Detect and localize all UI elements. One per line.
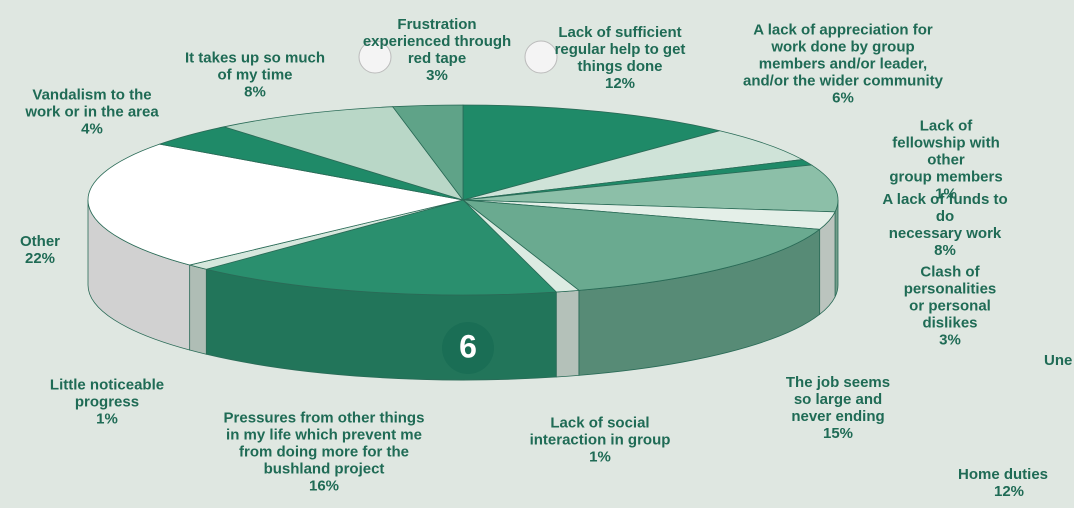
percent: 15% — [822, 425, 854, 442]
slice-side — [555, 289, 580, 378]
percent: 1% — [96, 410, 118, 428]
slice-label: Vandalism to the work or in the area 4% — [25, 87, 158, 138]
percent: 6% — [832, 89, 854, 107]
slice-side — [834, 199, 839, 298]
category: A lack of funds to do necessary work — [882, 191, 1008, 242]
slice — [206, 199, 558, 296]
slice — [87, 143, 464, 266]
slice — [462, 164, 839, 213]
slice-label: Frustration experienced through red tape… — [363, 16, 511, 84]
category: Pressures from other things in my life w… — [223, 409, 425, 478]
category: A lack of appreciation for work done by … — [742, 21, 944, 90]
percent: 22% — [24, 250, 56, 267]
slice-label: Lack of social interaction in group 1% — [530, 415, 671, 466]
slice — [391, 104, 464, 202]
badge-number: 6 — [459, 328, 477, 364]
slice-side — [189, 264, 207, 355]
slice-label: Lack of sufficient regular help to get t… — [555, 24, 686, 92]
category: Other — [19, 233, 61, 250]
percent: 3% — [426, 67, 448, 84]
category: Lack of social interaction in group — [529, 414, 671, 449]
category: It takes up so much of my time — [184, 49, 326, 84]
slice-label: A lack of appreciation for work done by … — [743, 22, 943, 107]
slice-label: A lack of funds to do necessary work 8% — [881, 191, 1010, 259]
other-percent: 12% — [994, 483, 1025, 500]
badge — [442, 322, 494, 374]
punch-hole — [524, 40, 558, 74]
category: Clash of personalities or personal disli… — [903, 263, 997, 332]
category: Vandalism to the work or in the area — [25, 86, 159, 121]
percent: 12% — [604, 75, 636, 92]
category: The job seems so large and never ending — [785, 374, 891, 425]
slice — [223, 106, 465, 201]
slice-label: Pressures from other things in my life w… — [224, 410, 425, 495]
slice-label: Lack of fellowship with other group memb… — [882, 118, 1010, 203]
category: Little noticeable progress — [49, 376, 165, 411]
category: Frustration experienced through red tape — [362, 16, 512, 67]
other-label: Home duties — [958, 466, 1049, 483]
pie — [87, 104, 839, 381]
percent: 8% — [244, 83, 266, 101]
slice-label: Other 22% — [20, 233, 60, 267]
slice-label: Little noticeable progress 1% — [50, 377, 164, 428]
category: Lack of fellowship with other group memb… — [889, 117, 1003, 186]
slice-label: The job seems so large and never ending 1… — [786, 374, 890, 442]
slice — [462, 130, 804, 201]
slice-label: It takes up so much of my time 8% — [185, 50, 325, 101]
category: Lack of sufficient regular help to get t… — [554, 24, 686, 75]
percent: 1% — [935, 185, 957, 203]
cut-label: Une — [1044, 352, 1073, 369]
punch-hole — [358, 40, 392, 74]
percent: 16% — [308, 477, 340, 495]
slice-label: Clash of personalities or personal disli… — [888, 264, 1012, 349]
percent: 4% — [81, 120, 103, 138]
percent: 8% — [934, 242, 956, 259]
percent: 3% — [939, 331, 961, 349]
percent: 1% — [589, 448, 611, 466]
slice — [462, 104, 720, 201]
slice — [461, 199, 821, 291]
